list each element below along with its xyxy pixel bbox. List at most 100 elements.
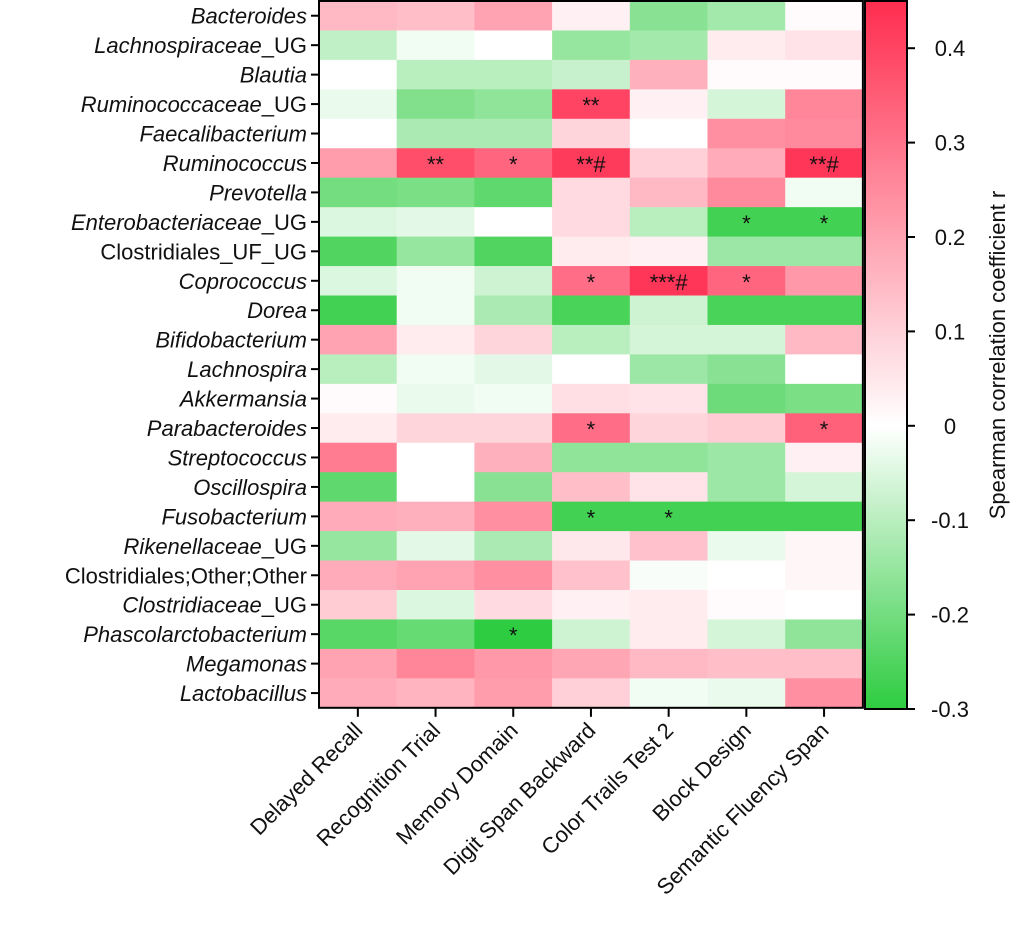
heatmap-cell <box>785 236 864 267</box>
heatmap-cell <box>785 59 864 90</box>
row-label: Bacteroides <box>191 4 307 29</box>
significance-marker: **# <box>576 152 606 177</box>
heatmap-cell <box>629 501 709 532</box>
heatmap-cell <box>629 531 709 562</box>
heatmap-cell <box>319 118 398 149</box>
heatmap-cell <box>396 648 475 679</box>
heatmap-cell <box>552 177 631 208</box>
row-label: Megamonas <box>186 652 307 677</box>
heatmap-cell <box>785 148 864 179</box>
heatmap-cell <box>319 472 398 503</box>
heatmap-cell <box>319 266 398 297</box>
heatmap-cell <box>785 118 864 149</box>
heatmap-cell <box>474 30 553 61</box>
heatmap-cell <box>474 207 553 238</box>
heatmap-cell <box>319 177 398 208</box>
colorbar-tick-label: 0.2 <box>935 225 966 250</box>
colorbar-tick-label: 0 <box>944 414 956 439</box>
heatmap-cell <box>629 413 709 444</box>
heatmap-cell <box>474 501 553 532</box>
heatmap-cell <box>474 118 553 149</box>
row-label: Akkermansia <box>178 387 307 412</box>
row-label: Ruminococcus <box>163 151 307 176</box>
heatmap-cell <box>319 236 398 267</box>
heatmap-cell <box>319 30 398 61</box>
heatmap-cell <box>396 59 475 90</box>
heatmap-cell <box>552 59 631 90</box>
heatmap-cell <box>629 324 709 355</box>
colorbar: -0.3 -0.2 -0.1 0 0.1 0.2 0.3 0.4 Spearman corre… <box>864 0 1010 722</box>
row-label: Dorea <box>247 298 307 323</box>
column-label: Digit Span Backward <box>438 718 600 880</box>
heatmap-cell <box>785 1 864 32</box>
heatmap-cell <box>629 118 709 149</box>
heatmap-cells <box>319 1 864 709</box>
heatmap-cell <box>629 560 709 591</box>
row-label: Prevotella <box>209 180 307 205</box>
heatmap-cell <box>319 560 398 591</box>
heatmap-cell <box>396 442 475 473</box>
heatmap-cell <box>707 413 786 444</box>
heatmap-cell <box>707 324 786 355</box>
row-label: Coprococcus <box>179 269 307 294</box>
heatmap-cell <box>396 678 475 709</box>
row-label: Ruminococcaceae_UG <box>81 92 307 117</box>
heatmap-cell <box>629 148 709 179</box>
heatmap-cell <box>629 266 709 297</box>
row-label: Bifidobacterium <box>155 328 307 353</box>
heatmap-cell <box>319 148 398 179</box>
heatmap-cell <box>707 1 786 32</box>
heatmap-cell <box>629 590 709 621</box>
heatmap-cell <box>785 266 864 297</box>
heatmap-cell <box>785 383 864 414</box>
heatmap-cell <box>785 442 864 473</box>
heatmap-cell <box>474 472 553 503</box>
heatmap-cell <box>396 619 475 650</box>
colorbar-tick-label: 0.1 <box>935 319 966 344</box>
heatmap-cell <box>552 590 631 621</box>
heatmap-cell <box>707 236 786 267</box>
colorbar-tick-label: -0.2 <box>931 603 969 628</box>
heatmap-cell <box>785 295 864 326</box>
row-label: Oscillospira <box>193 475 307 500</box>
heatmap-cell <box>707 648 786 679</box>
heatmap-cell <box>629 442 709 473</box>
heatmap-cell <box>474 236 553 267</box>
heatmap-cell <box>474 266 553 297</box>
heatmap-cell <box>629 295 709 326</box>
heatmap-cell <box>396 531 475 562</box>
heatmap-cell <box>707 678 786 709</box>
heatmap-cell <box>474 354 553 385</box>
row-label: Phascolarctobacterium <box>83 622 307 647</box>
heatmap-cell <box>785 89 864 120</box>
significance-marker: * <box>509 623 518 648</box>
significance-marker: * <box>587 270 596 295</box>
heatmap-cell <box>707 442 786 473</box>
heatmap-cell <box>474 59 553 90</box>
heatmap-cell <box>396 413 475 444</box>
significance-annotations: **** * **# **#* ** ***# ** ** ** <box>427 93 840 648</box>
heatmap-cell <box>785 177 864 208</box>
heatmap-cell <box>552 413 631 444</box>
heatmap-cell <box>396 266 475 297</box>
heatmap-cell <box>629 89 709 120</box>
heatmap-cell <box>474 648 553 679</box>
significance-marker: * <box>742 270 751 295</box>
significance-marker: * <box>509 152 518 177</box>
heatmap-cell <box>707 295 786 326</box>
heatmap-cell <box>707 531 786 562</box>
heatmap-cell <box>396 148 475 179</box>
heatmap-cell <box>707 354 786 385</box>
heatmap-cell <box>319 354 398 385</box>
colorbar-tick-label: -0.3 <box>931 697 969 722</box>
heatmap-cell <box>785 501 864 532</box>
heatmap-cell <box>707 30 786 61</box>
heatmap-cell <box>707 207 786 238</box>
row-label: Clostridiales;Other;Other <box>65 563 307 588</box>
heatmap-cell <box>629 30 709 61</box>
heatmap-cell <box>474 1 553 32</box>
heatmap-cell <box>474 383 553 414</box>
heatmap-cell <box>552 560 631 591</box>
heatmap-cell <box>707 266 786 297</box>
